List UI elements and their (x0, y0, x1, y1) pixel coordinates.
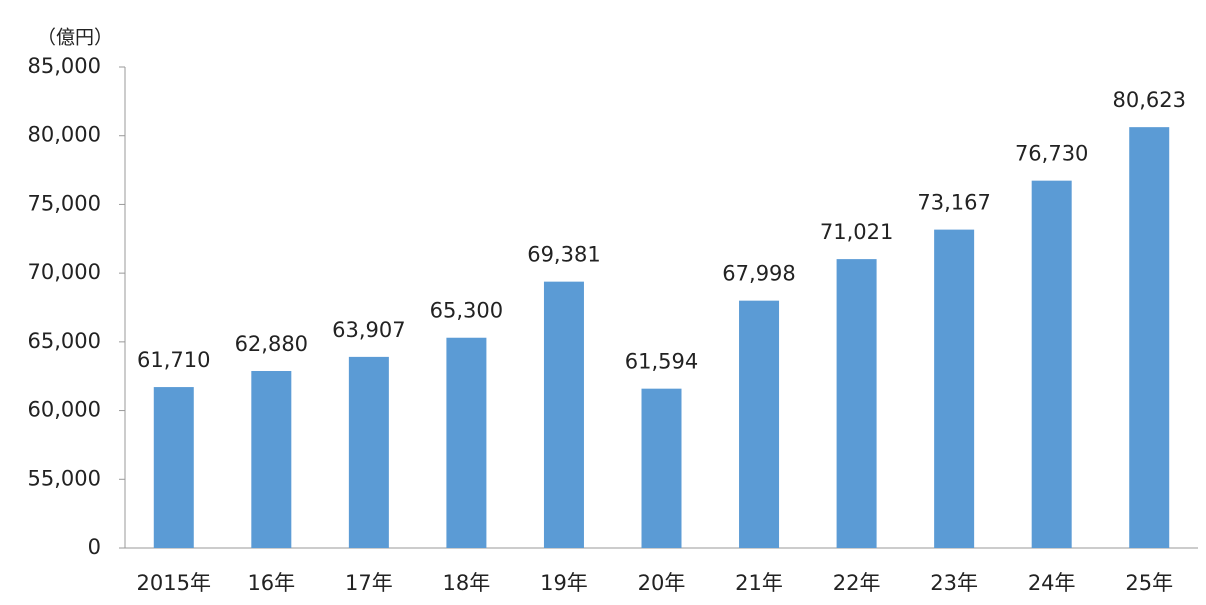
x-tick-label: 18年 (443, 571, 491, 595)
y-tick-label: 60,000 (28, 398, 101, 422)
value-label: 80,623 (1112, 88, 1185, 112)
y-tick-label: 70,000 (28, 260, 101, 284)
y-tick-label: 0 (88, 535, 101, 559)
bar (739, 300, 780, 548)
value-label: 73,167 (917, 191, 990, 215)
x-tick-label: 17年 (345, 571, 393, 595)
bar (153, 387, 194, 548)
bar (641, 388, 682, 548)
bar (543, 281, 584, 548)
value-label: 69,381 (527, 243, 600, 267)
x-tick-label: 21年 (735, 571, 783, 595)
value-label: 63,907 (332, 318, 405, 342)
value-label: 62,880 (235, 332, 308, 356)
x-tick-label: 2015年 (137, 571, 211, 595)
y-tick-label: 75,000 (28, 191, 101, 215)
x-tick-label: 24年 (1028, 571, 1076, 595)
y-tick-label: 80,000 (28, 123, 101, 147)
y-tick-label: 65,000 (28, 329, 101, 353)
bar (934, 229, 975, 548)
x-tick-label: 16年 (247, 571, 295, 595)
x-tick-label: 19年 (540, 571, 588, 595)
bar (446, 337, 487, 548)
x-tick-label: 20年 (638, 571, 686, 595)
x-tick-label: 22年 (833, 571, 881, 595)
y-tick-label: 85,000 (28, 54, 101, 78)
value-label: 61,594 (625, 350, 698, 374)
bar (348, 356, 389, 548)
x-tick-label: 23年 (930, 571, 978, 595)
bar (836, 259, 877, 548)
bar (251, 370, 292, 548)
unit-label: （億円） (37, 27, 113, 49)
value-label: 65,300 (430, 299, 503, 323)
x-tick-label: 25年 (1125, 571, 1173, 595)
bar (1129, 127, 1170, 548)
value-label: 76,730 (1015, 142, 1088, 166)
value-label: 61,710 (137, 348, 210, 372)
bar (1031, 180, 1072, 548)
y-tick-label: 55,000 (28, 466, 101, 490)
value-label: 71,021 (820, 220, 893, 244)
value-label: 67,998 (722, 262, 795, 286)
